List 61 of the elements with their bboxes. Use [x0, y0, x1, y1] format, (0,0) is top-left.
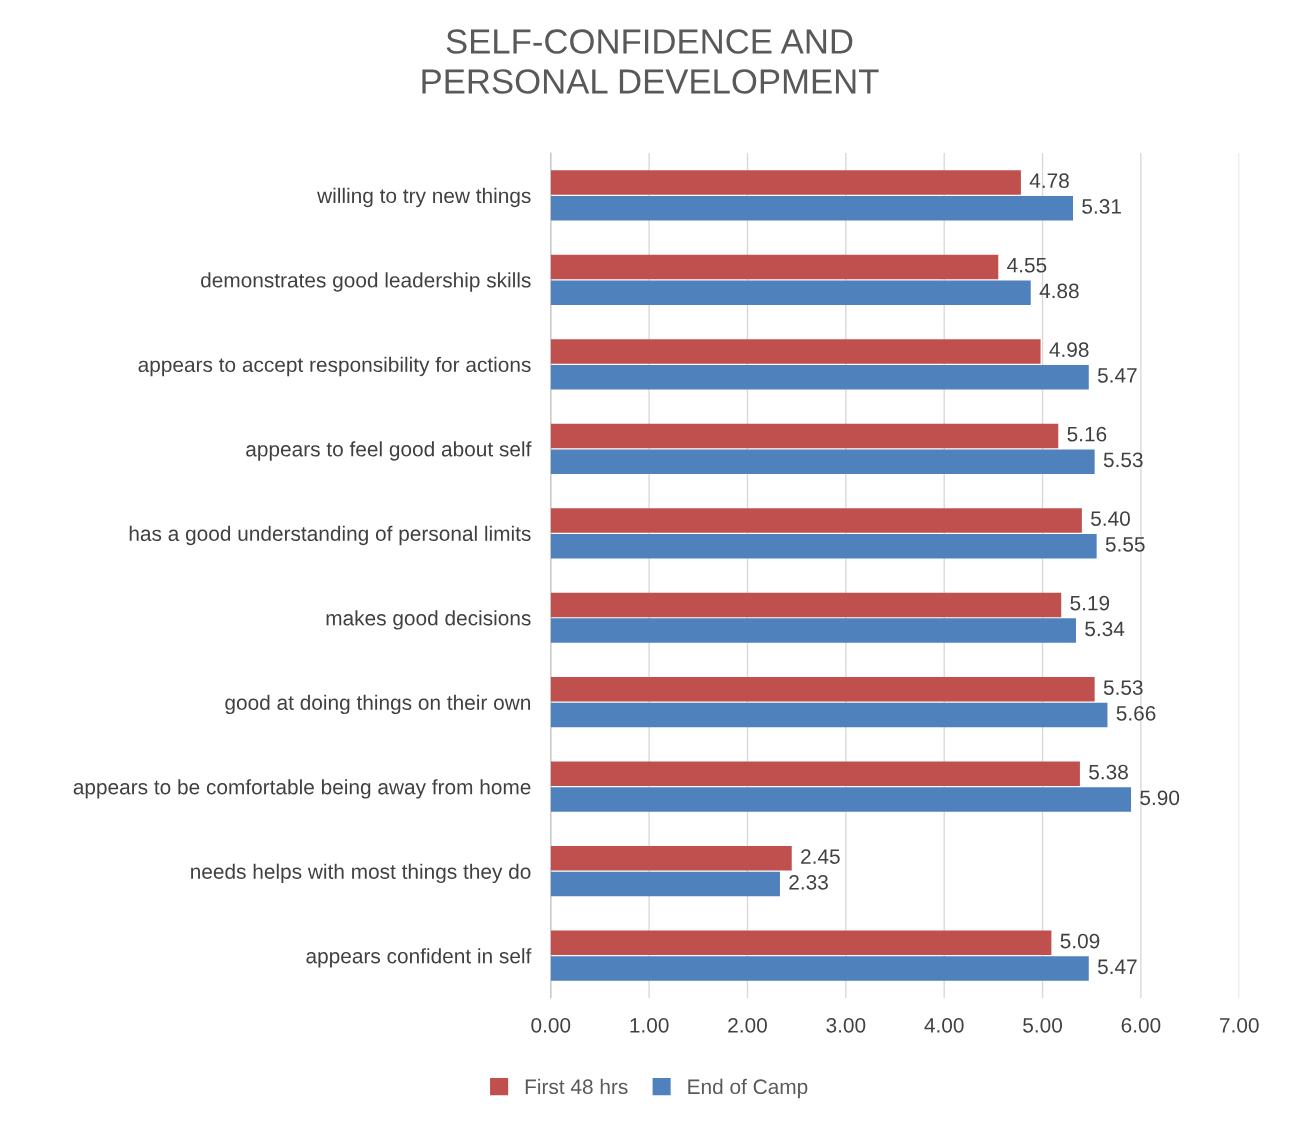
bar	[550, 956, 1089, 981]
x-tick-label: 7.00	[1220, 1017, 1259, 1033]
bar	[550, 787, 1132, 812]
data-label: 5.47	[1097, 959, 1137, 975]
data-label: 5.40	[1091, 511, 1130, 526]
x-tick-label: 0.00	[531, 1017, 571, 1033]
data-label: 4.78	[1029, 173, 1069, 189]
data-label: 5.19	[1070, 595, 1110, 611]
bar	[550, 423, 1059, 449]
data-label: 5.53	[1103, 452, 1143, 468]
y-tick-label: needs helps with most things they do	[191, 863, 531, 884]
bar	[550, 280, 1031, 305]
data-label: 4.55	[1007, 258, 1047, 273]
y-tick-label: has a good understanding of personal limits	[129, 525, 531, 546]
data-label: 2.33	[789, 874, 828, 890]
y-tick-label: good at doing things on their own	[225, 694, 530, 715]
bar	[550, 761, 1080, 787]
data-label: 4.98	[1049, 342, 1089, 358]
bar	[550, 339, 1041, 364]
bar	[550, 677, 1095, 702]
x-tick-label: 3.00	[826, 1017, 866, 1033]
data-label: 5.55	[1105, 537, 1145, 552]
data-label: 4.88	[1039, 283, 1079, 299]
bar	[550, 702, 1108, 728]
bar	[550, 592, 1062, 618]
legend-label: End of Camp	[688, 1078, 808, 1099]
bar	[550, 254, 999, 280]
bar	[550, 930, 1052, 956]
bar	[550, 533, 1097, 559]
data-label: 5.66	[1116, 705, 1156, 721]
data-label: 5.47	[1097, 368, 1137, 383]
bar	[550, 508, 1082, 533]
data-label: 5.90	[1140, 790, 1180, 806]
data-label: 5.38	[1089, 764, 1128, 780]
bar	[550, 195, 1074, 221]
x-tick-label: 5.00	[1023, 1017, 1062, 1033]
y-tick-label: makes good decisions	[326, 610, 531, 630]
x-tick-label: 2.00	[728, 1017, 767, 1033]
legend-label: First 48 hrs	[525, 1078, 628, 1095]
y-tick-label: appears confident in self	[306, 948, 532, 968]
data-label: 5.16	[1067, 426, 1107, 442]
y-tick-label: appears to accept responsibility for actions	[138, 356, 531, 377]
chart-title: SELF-CONFIDENCE AND PERSONAL DEVELOPMENT	[422, 29, 879, 94]
data-label: 5.09	[1060, 933, 1100, 949]
x-tick-label: 4.00	[924, 1017, 964, 1033]
bar	[550, 170, 1021, 195]
y-tick-label: appears to feel good about self	[246, 441, 532, 461]
bar	[550, 871, 780, 897]
y-tick-label: demonstrates good leadership skills	[201, 272, 531, 292]
x-tick-label: 6.00	[1121, 1017, 1161, 1033]
y-tick-label: appears to be comfortable being away from home	[73, 779, 531, 799]
bar	[550, 364, 1089, 390]
bar	[550, 449, 1095, 474]
data-label: 5.53	[1103, 680, 1143, 695]
data-label: 5.31	[1082, 199, 1121, 214]
bar	[550, 846, 792, 871]
y-tick-label: willing to try new things	[317, 187, 531, 208]
bar	[550, 618, 1076, 643]
data-label: 5.34	[1085, 621, 1125, 637]
x-tick-label: 1.00	[630, 1017, 669, 1033]
data-label: 2.45	[801, 849, 840, 864]
